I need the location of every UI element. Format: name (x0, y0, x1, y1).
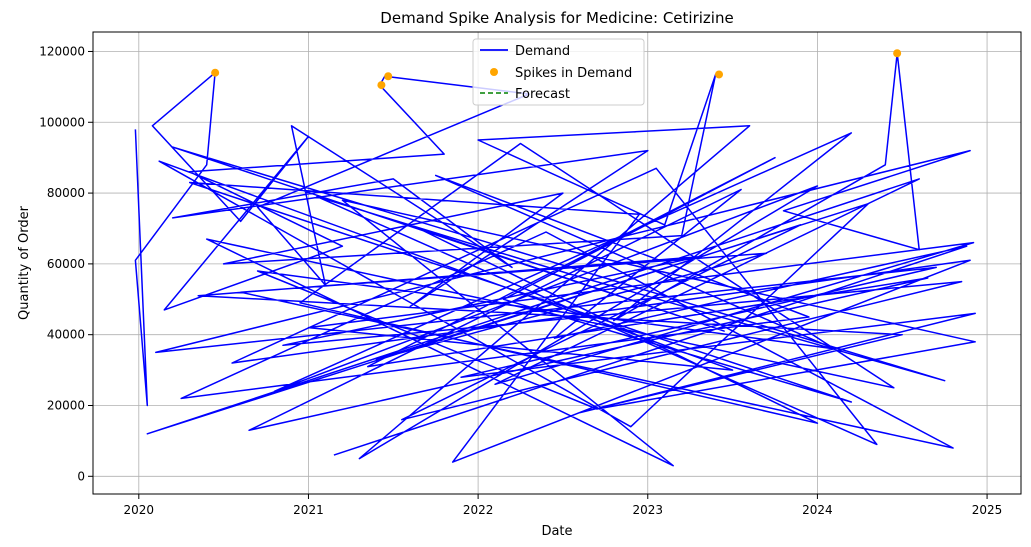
spike-point (893, 49, 902, 58)
x-tick-label: 2024 (802, 503, 833, 517)
legend: Demand Spikes in Demand Forecast (472, 38, 645, 106)
demand-line (134, 52, 976, 467)
x-tick-label: 2022 (463, 503, 494, 517)
y-tick-label: 100000 (39, 115, 85, 129)
y-tick-label: 60000 (47, 257, 85, 271)
plot-area (134, 49, 976, 467)
legend-demand-label: Demand (515, 44, 570, 59)
y-axis-label: Quantity of Order (17, 205, 32, 320)
plot-frame (92, 31, 1022, 495)
series-layer (134, 52, 976, 467)
x-axis-label: Date (541, 524, 572, 539)
spike-marker-layer (211, 49, 902, 90)
x-axis: 2020 2021 2022 2023 2024 2025 (124, 494, 1003, 517)
x-tick-label: 2020 (124, 503, 155, 517)
legend-spikes-label: Spikes in Demand (515, 66, 632, 81)
x-tick-label: 2021 (293, 503, 324, 517)
spike-point (377, 81, 386, 90)
y-axis: 0 20000 40000 60000 80000 100000 120000 (39, 44, 93, 483)
spike-point (715, 70, 724, 79)
spike-point (211, 68, 220, 77)
spike-point (384, 72, 393, 81)
y-tick-label: 80000 (47, 186, 85, 200)
legend-box (472, 38, 645, 106)
chart-title: Demand Spike Analysis for Medicine: Ceti… (380, 9, 733, 27)
legend-spikes-swatch (490, 68, 498, 76)
y-tick-label: 40000 (47, 328, 85, 342)
x-tick-label: 2023 (632, 503, 663, 517)
y-tick-label: 20000 (47, 398, 85, 412)
x-tick-label: 2025 (972, 503, 1003, 517)
legend-forecast-label: Forecast (515, 87, 570, 102)
y-tick-label: 0 (77, 469, 85, 483)
y-tick-label: 120000 (39, 44, 85, 58)
